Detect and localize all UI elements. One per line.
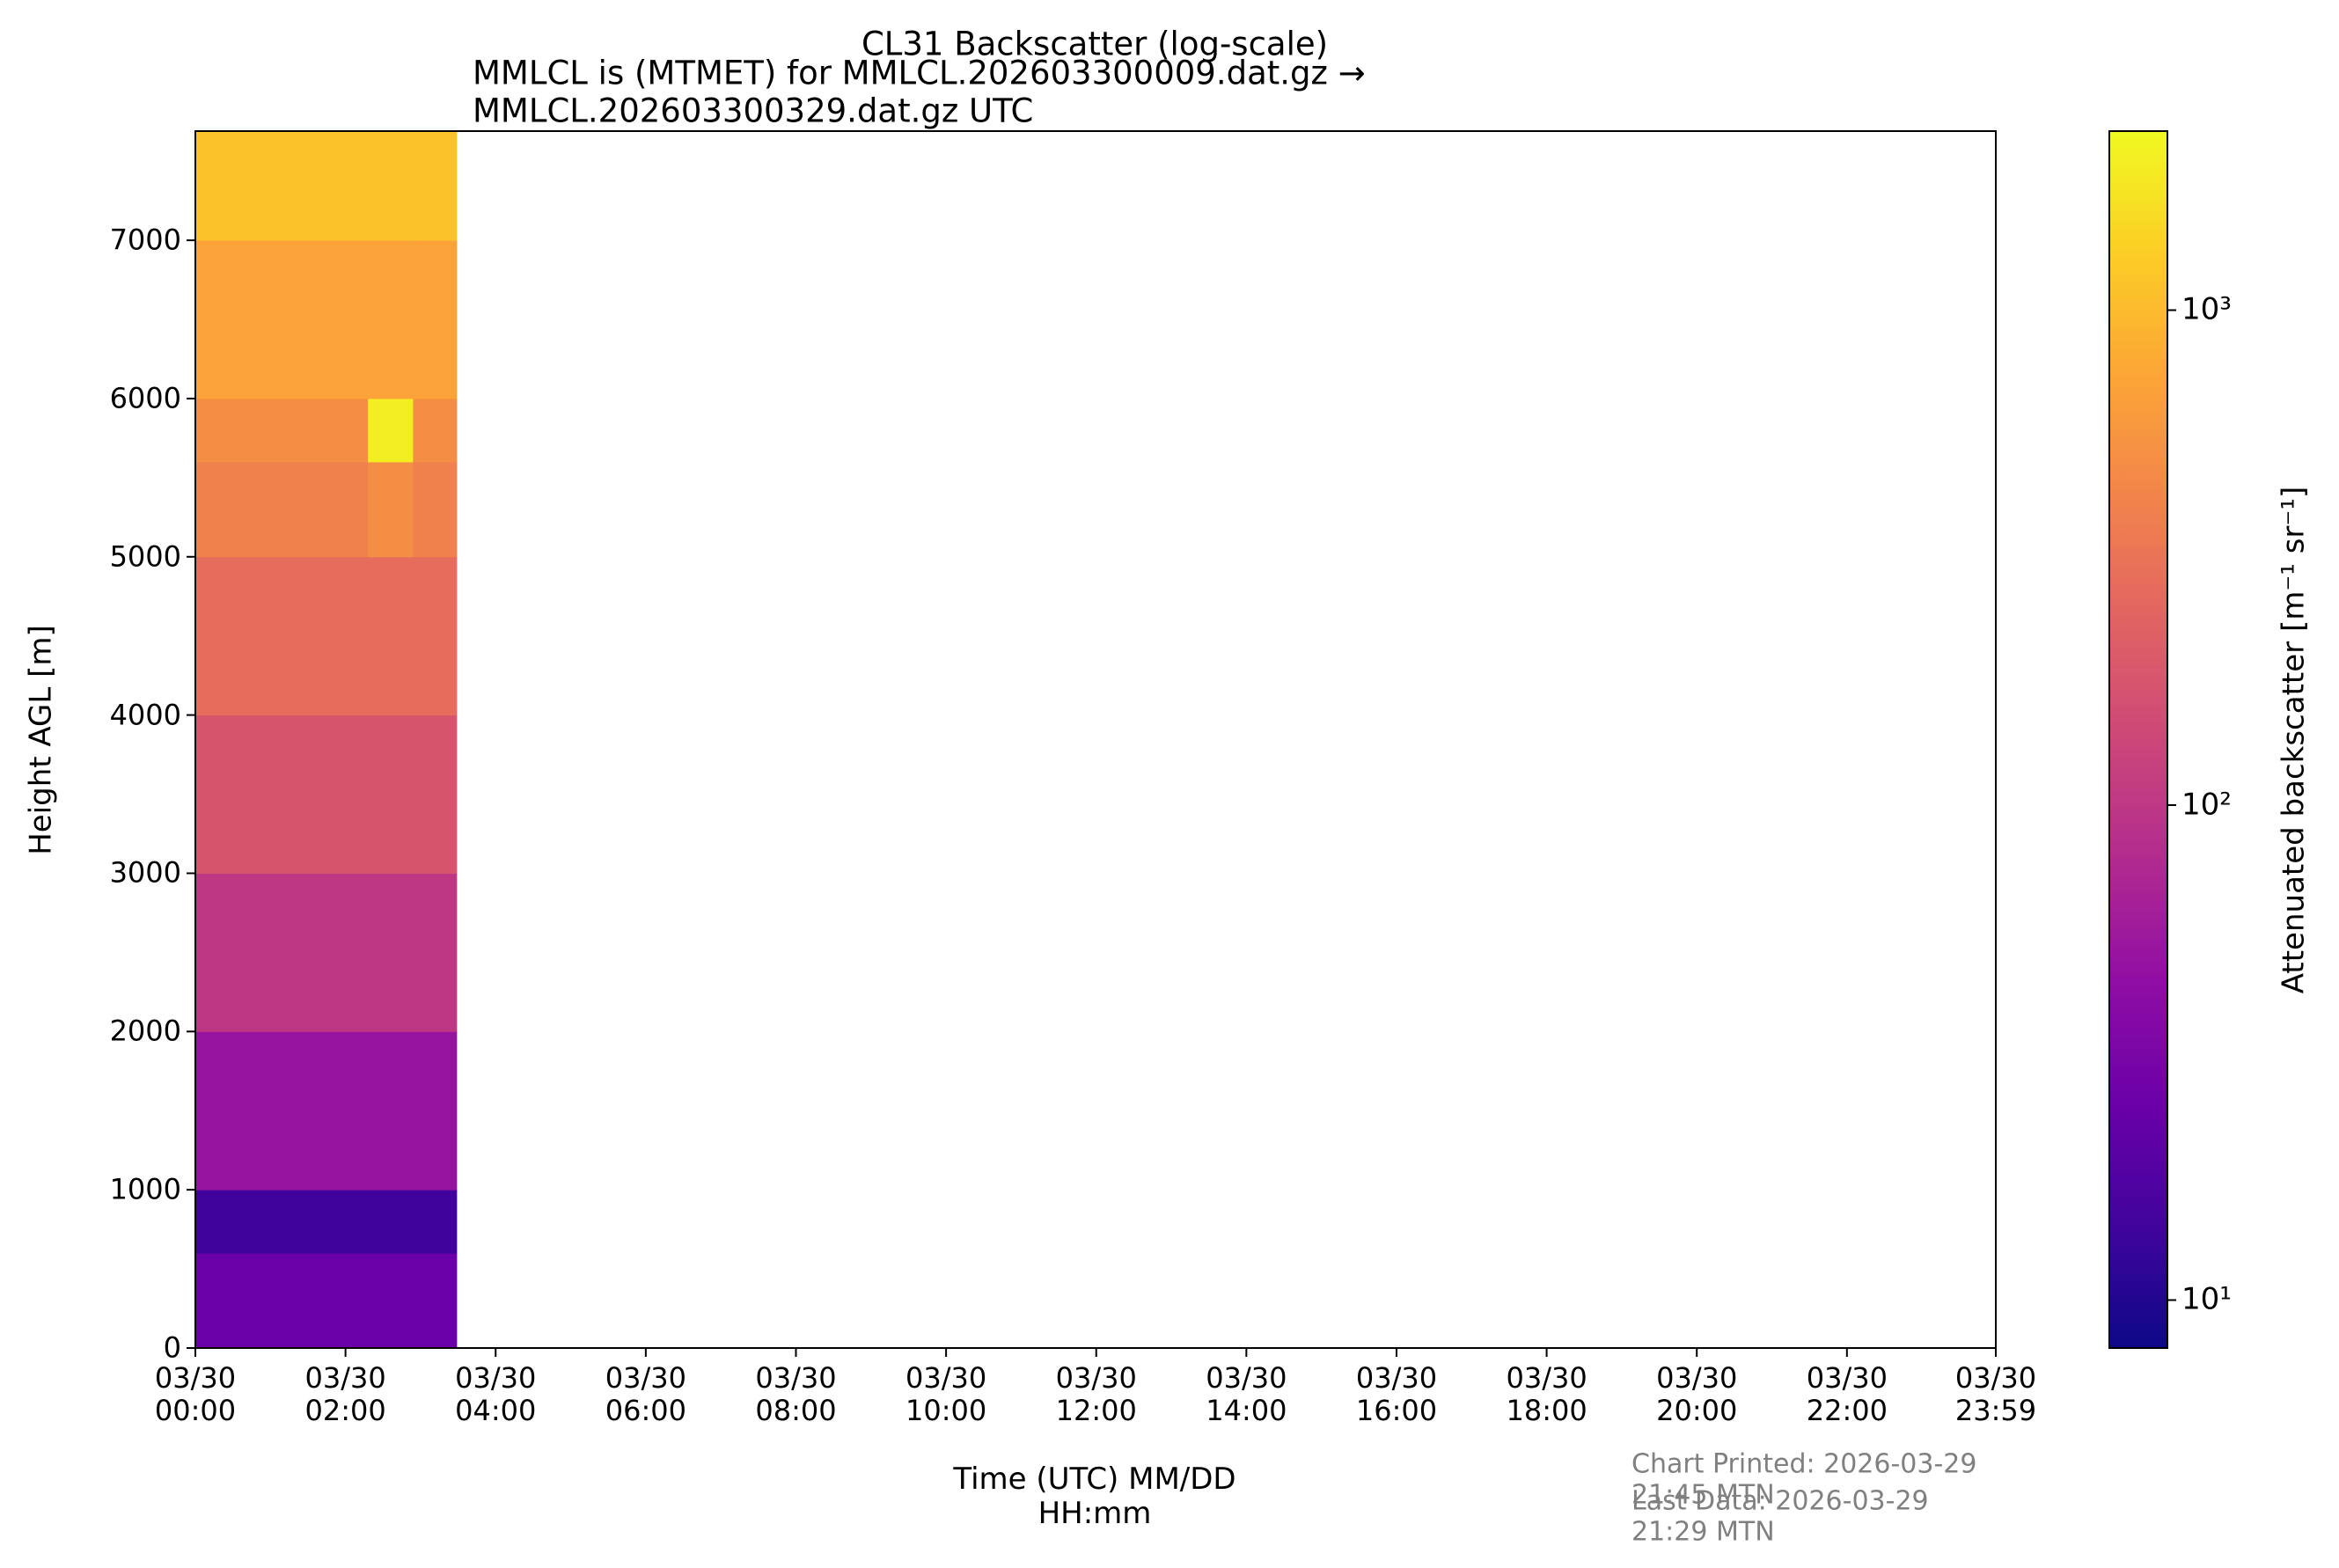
y-tick-label: 4000: [109, 698, 181, 732]
colorbar-tick-label: 10¹: [2181, 1281, 2232, 1317]
colorbar: [2108, 130, 2168, 1349]
x-tick-label: 03/30 18:00: [1506, 1361, 1587, 1427]
heatmap-cell: [368, 1190, 414, 1254]
y-tick-label: 2000: [109, 1014, 181, 1048]
heatmap-cell: [368, 398, 414, 463]
x-tick-label: 03/30 12:00: [1055, 1361, 1137, 1427]
colorbar-label: Attenuated backscatter [m⁻¹ sr⁻¹]: [2276, 486, 2312, 993]
heatmap-cell: [195, 1190, 369, 1254]
plot-frame: [194, 130, 1997, 1349]
y-tick-label: 5000: [109, 539, 181, 574]
colorbar-tick-label: 10³: [2181, 291, 2232, 327]
heatmap-cell: [413, 1190, 458, 1254]
heatmap-cell: [195, 714, 369, 874]
y-tick-label: 0: [163, 1330, 181, 1365]
chart-subtitle: MMLCL is (MTMET) for MMLCL.202603300009.…: [473, 54, 1366, 129]
x-tick-label: 03/30 16:00: [1355, 1361, 1438, 1427]
heatmap-cell: [195, 398, 369, 463]
heatmap-cell: [368, 240, 414, 399]
heatmap-cell: [368, 873, 414, 1032]
x-axis-label: Time (UTC) MM/DD HH:mm: [953, 1462, 1236, 1532]
y-tick-label: 1000: [109, 1172, 181, 1206]
heatmap-cell: [368, 1031, 414, 1191]
x-tick-label: 03/30 04:00: [455, 1361, 537, 1427]
x-tick-label: 03/30 10:00: [905, 1361, 987, 1427]
heatmap-cell: [195, 461, 369, 558]
heatmap-cell: [368, 1253, 414, 1349]
heatmap-cell: [195, 240, 369, 399]
colorbar-tick-label: 10²: [2181, 787, 2232, 823]
heatmap-cell: [195, 1253, 369, 1349]
heatmap-cell: [413, 1031, 458, 1191]
chart-title: CL31 Backscatter (log-scale): [861, 25, 1329, 63]
heatmap-cell: [368, 714, 414, 874]
annotation: Chart Printed: 2026-03-29 21:45 MTN: [1631, 1448, 1977, 1510]
x-tick-label: 03/30 02:00: [304, 1361, 386, 1427]
heatmap-cell: [413, 131, 458, 241]
y-tick-label: 3000: [109, 856, 181, 890]
heatmap-cell: [195, 556, 369, 716]
heatmap-cell: [413, 556, 458, 716]
heatmap-cell: [195, 1031, 369, 1191]
x-tick-label: 03/30 20:00: [1656, 1361, 1738, 1427]
heatmap-cell: [368, 556, 414, 716]
x-tick-label: 03/30 06:00: [605, 1361, 686, 1427]
heatmap-cell: [195, 131, 369, 241]
x-tick-label: 03/30 14:00: [1206, 1361, 1287, 1427]
x-tick-label: 03/30 08:00: [755, 1361, 837, 1427]
heatmap-cell: [413, 240, 458, 399]
heatmap-cell: [413, 398, 458, 463]
x-tick-label: 03/30 23:59: [1954, 1361, 2037, 1427]
heatmap-cell: [413, 1253, 458, 1349]
heatmap-cell: [413, 873, 458, 1032]
y-tick-label: 7000: [109, 223, 181, 257]
y-tick-label: 6000: [109, 381, 181, 415]
heatmap-cell: [195, 873, 369, 1032]
annotation: Last Data: 2026-03-29 21:29 MTN: [1631, 1485, 1929, 1547]
heatmap-cell: [368, 461, 414, 558]
x-tick-label: 03/30 00:00: [154, 1361, 237, 1427]
heatmap-cell: [413, 461, 458, 558]
heatmap-cell: [368, 131, 414, 241]
heatmap-cell: [413, 714, 458, 874]
x-tick-label: 03/30 22:00: [1806, 1361, 1888, 1427]
y-axis-label: Height AGL [m]: [23, 624, 59, 855]
